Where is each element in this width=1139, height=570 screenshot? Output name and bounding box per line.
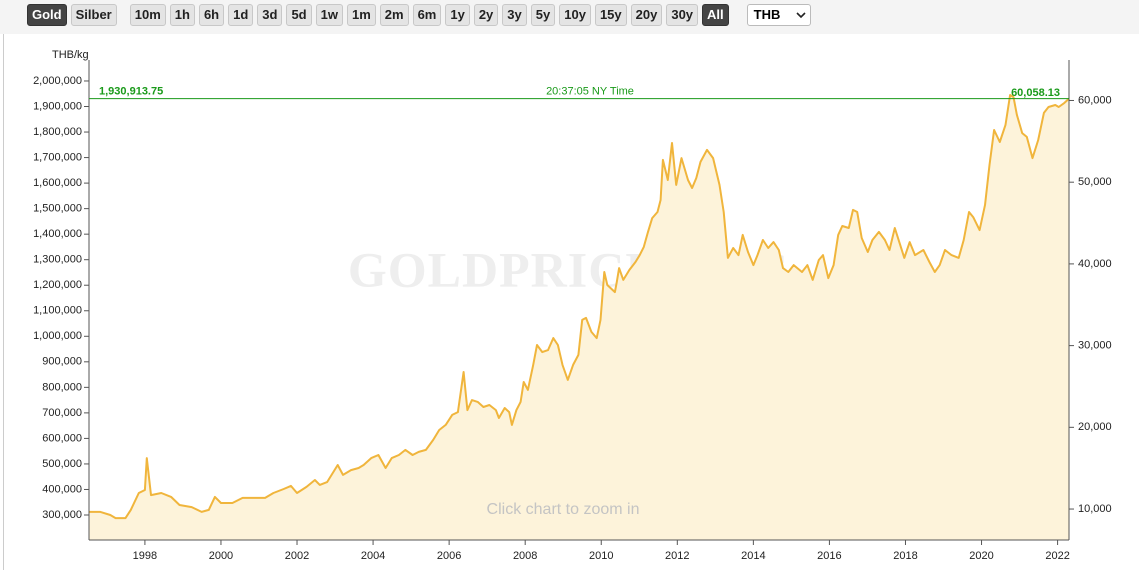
x-tick-label: 2014 [741,550,765,562]
y2-tick-label: 40,000 [1078,258,1112,270]
current-y2-label: 60,058.13 [1011,87,1060,99]
y-tick-label: 800,000 [42,381,82,393]
y2-tick-label: 10,000 [1078,503,1112,515]
range-button[interactable]: Silber [70,4,117,26]
x-tick-label: 2006 [437,550,461,562]
y-tick-label: 1,100,000 [33,305,82,317]
y-tick-label: 700,000 [42,407,82,419]
y-tick-label: 1,000,000 [33,330,82,342]
currency-text: THB [753,7,781,22]
range-button[interactable]: 10m [129,4,166,26]
range-button[interactable]: 3y [502,4,527,26]
x-tick-label: 2008 [513,550,537,562]
x-tick-label: 2020 [969,550,993,562]
y-tick-label: 900,000 [42,356,82,368]
y2-tick-label: 20,000 [1078,421,1112,433]
range-button[interactable]: 1y [445,4,470,26]
range-button[interactable]: 10y [559,4,591,26]
range-button[interactable]: 2y [473,4,499,26]
y-tick-label: 500,000 [42,458,82,470]
current-price-label: 1,930,913.75 [99,86,163,98]
y2-tick-label: 50,000 [1078,176,1112,188]
range-button[interactable]: 2m [379,4,409,26]
button-row: Gold Silber 10m 1h 6h 1d 3d 5d 1w 1m 2m 6m 1y 2y 3y 5y 1… [27,4,811,26]
x-tick-label: 2010 [589,550,613,562]
y-tick-label: 1,300,000 [33,254,82,266]
y2-tick-label: 30,000 [1078,340,1112,352]
y-tick-label: 1,600,000 [33,177,82,189]
range-button[interactable]: 5d [286,4,312,26]
x-tick-label: 1998 [133,550,157,562]
range-button[interactable]: 3d [257,4,283,26]
x-tick-label: 2000 [209,550,233,562]
y-tick-label: 1,900,000 [33,100,82,112]
zoom-hint: Click chart to zoom in [487,501,640,518]
currency-select[interactable]: THB [746,4,811,26]
y-tick-label: 1,200,000 [33,279,82,291]
range-button[interactable]: 6h [198,4,225,26]
y-tick-label: 1,700,000 [33,151,82,163]
current-time: 20:37:05 NY Time [546,86,634,98]
range-button[interactable]: 5y [530,4,556,26]
range-button[interactable]: 1m [346,4,376,26]
area [89,95,1069,540]
toolbar: Gold Silber 10m 1h 6h 1d 3d 5d 1w 1m 2m 6m 1y 2y 3y 5y 1… [0,0,1139,34]
y-tick-label: 1,800,000 [33,126,82,138]
x-tick-label: 2004 [361,550,385,562]
x-tick-label: 2018 [893,550,917,562]
chevron [796,12,806,19]
range-button[interactable]: 1w [315,4,343,26]
y-tick-label: 1,400,000 [33,228,82,240]
range-button[interactable]: 6m [412,4,442,26]
y-tick-label: 600,000 [42,432,82,444]
range-button[interactable]: Gold [27,4,67,26]
range-button[interactable]: 15y [594,4,627,26]
range-button[interactable]: 1h [169,4,195,26]
x-tick-label: 2016 [817,550,841,562]
y2-tick-label: 60,000 [1078,94,1112,106]
range-button[interactable]: 30y [666,4,699,26]
x-tick-label: 2022 [1045,550,1069,562]
y-tick-label: 300,000 [42,509,82,521]
range-button[interactable]: 20y [630,4,663,26]
x-tick-label: 2012 [665,550,689,562]
chevron-path [796,12,806,19]
x-tick-label: 2002 [285,550,309,562]
price-line [89,94,1070,520]
range-button[interactable]: 1d [228,4,254,26]
y-axis-unit: THB/kg [52,49,89,61]
range-button[interactable]: All [702,4,729,26]
y-tick-label: 400,000 [42,483,82,495]
y-tick-label: 2,000,000 [33,75,82,87]
y-tick-label: 1,500,000 [33,203,82,215]
